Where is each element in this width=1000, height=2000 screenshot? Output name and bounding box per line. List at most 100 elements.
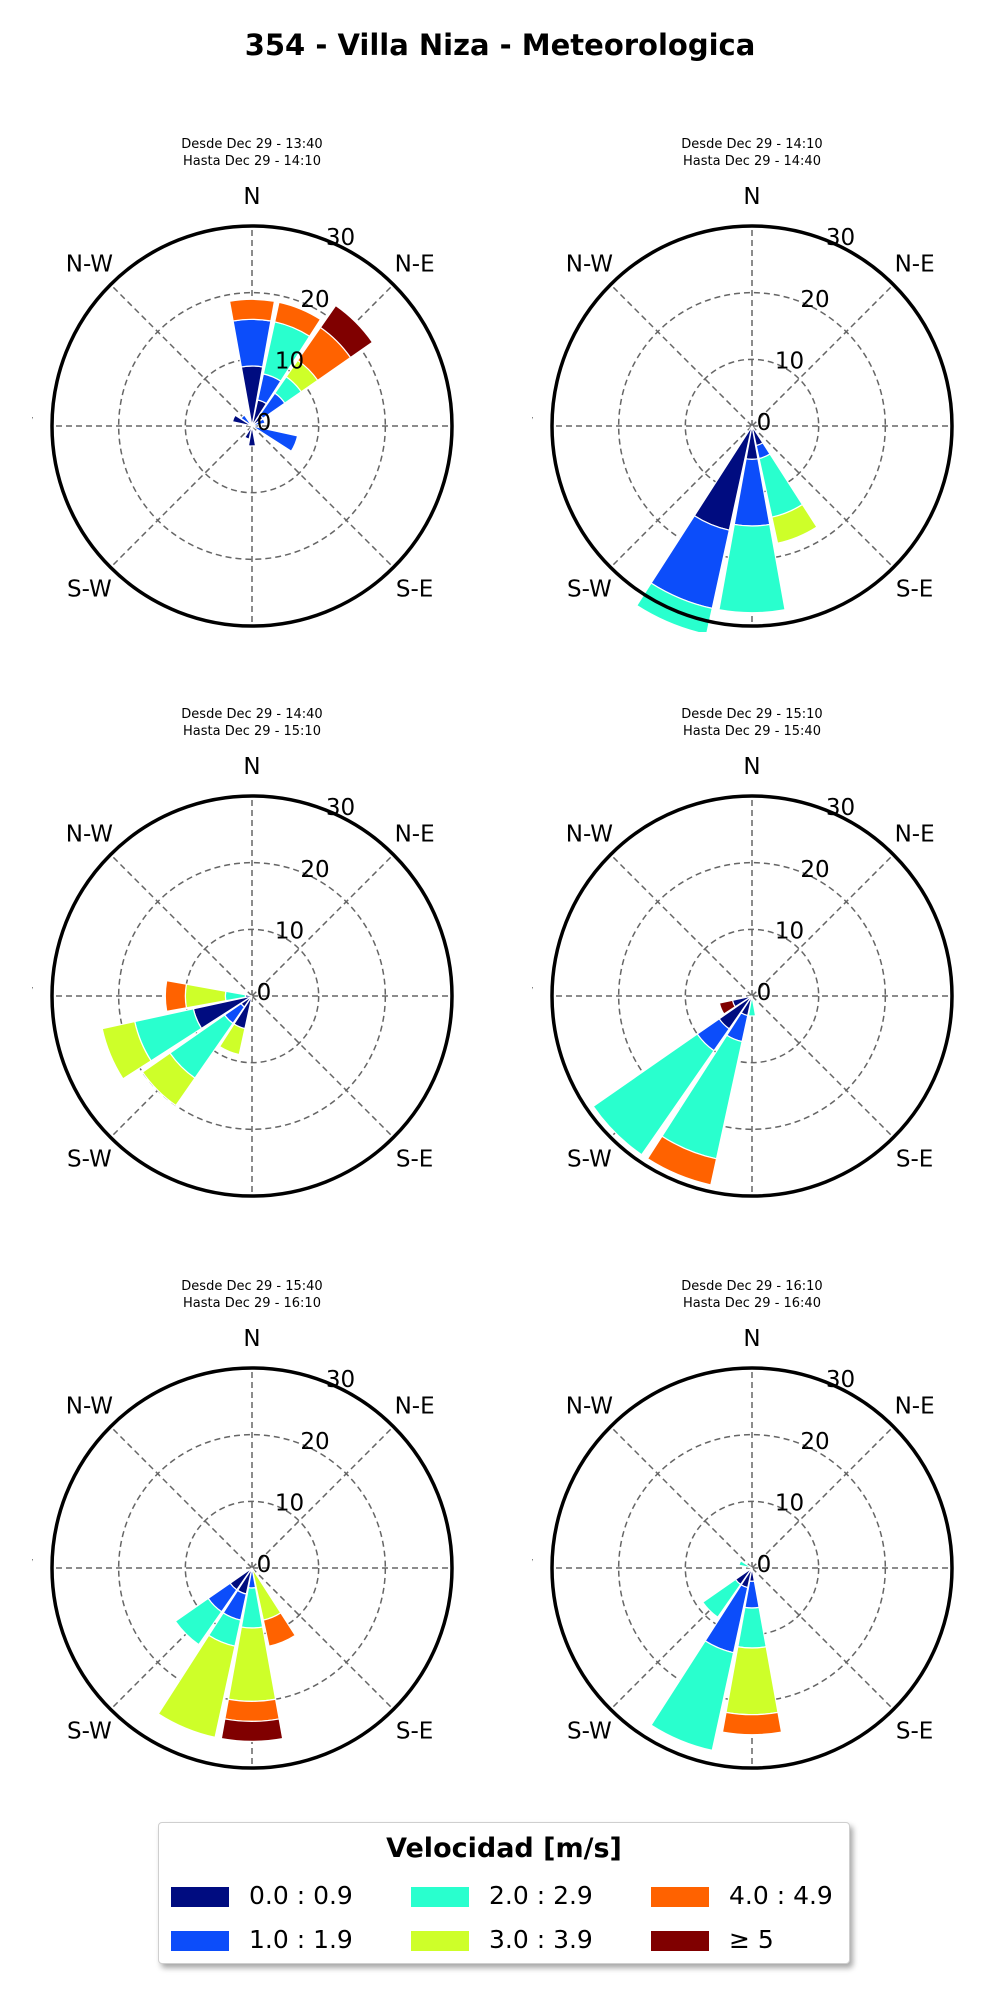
panel-title-from: Desde Dec 29 - 16:10 (681, 1279, 823, 1294)
rose-bar (262, 1612, 297, 1647)
rose-bar (174, 1597, 223, 1646)
page-title: 354 - Villa Niza - Meteorologica (244, 28, 756, 62)
outer-circle (50, 224, 454, 628)
direction-label: S-W (67, 1719, 112, 1745)
windrose-panel-1: Desde Dec 29 - 13:40 Hasta Dec 29 - 14:1… (32, 136, 472, 656)
grid-spoke (751, 284, 894, 427)
grid-spoke (751, 995, 894, 1138)
grid-spoke (610, 854, 753, 997)
radial-tick-label: 0 (757, 410, 772, 436)
panel-title-from: Desde Dec 29 - 13:40 (181, 137, 323, 152)
radial-tick-label: 30 (326, 225, 355, 251)
grid-spoke (110, 1426, 253, 1569)
direction-label: W (532, 414, 533, 440)
direction-label: N (243, 184, 260, 210)
legend-swatch (651, 1931, 709, 1951)
windrose-panel-6: Desde Dec 29 - 16:10 Hasta Dec 29 - 16:4… (532, 1278, 972, 1798)
panel-title: Desde Dec 29 - 16:10 Hasta Dec 29 - 16:4… (532, 1278, 972, 1312)
legend-swatch (411, 1887, 469, 1907)
panel-title: Desde Dec 29 - 15:40 Hasta Dec 29 - 16:1… (32, 1278, 472, 1312)
panel-title-to: Hasta Dec 29 - 16:10 (183, 1296, 321, 1311)
outer-circle (550, 224, 954, 628)
legend: Velocidad [m/s] 0.0 : 0.9 1.0 : 1.9 2.0 … (158, 1822, 850, 1964)
grid-spoke (610, 1426, 753, 1569)
direction-label: N-E (895, 1393, 935, 1419)
direction-label: W (532, 984, 533, 1010)
legend-swatch (651, 1887, 709, 1907)
rose-bar (251, 417, 266, 427)
panel-title-from: Desde Dec 29 - 14:10 (681, 137, 823, 152)
direction-label: N (743, 1326, 760, 1352)
legend-label: 4.0 : 4.9 (729, 1881, 833, 1910)
rose-bar (243, 425, 253, 440)
direction-label: N-W (66, 1393, 113, 1419)
panel-title: Desde Dec 29 - 14:40 Hasta Dec 29 - 15:1… (32, 706, 472, 740)
grid-spoke (110, 284, 253, 427)
grid-spoke (251, 425, 394, 568)
panel-title-to: Hasta Dec 29 - 15:40 (683, 724, 821, 739)
grid-spoke (251, 1567, 394, 1710)
direction-label: S-W (567, 577, 612, 603)
grid-spoke (751, 1426, 894, 1569)
panel-title-from: Desde Dec 29 - 15:10 (681, 707, 823, 722)
rose-bar (319, 304, 374, 359)
rose-bar (721, 1711, 783, 1736)
panel-title: Desde Dec 29 - 14:10 Hasta Dec 29 - 14:4… (532, 136, 972, 170)
direction-label: N-E (895, 821, 935, 847)
rose-bar (738, 1559, 753, 1569)
direction-label: S-E (396, 1147, 433, 1173)
radial-tick-label: 20 (800, 857, 829, 883)
radial-tick-label: 0 (257, 1552, 272, 1578)
direction-label: N (243, 1326, 260, 1352)
grid-spoke (610, 425, 753, 568)
rose-bar (218, 1023, 246, 1056)
rose-bar (141, 1052, 196, 1107)
direction-label: N-W (566, 1393, 613, 1419)
panel-title-to: Hasta Dec 29 - 16:40 (683, 1296, 821, 1311)
panel-title-to: Hasta Dec 29 - 15:10 (183, 724, 321, 739)
rose-bar (274, 301, 322, 338)
legend-title: Velocidad [m/s] (386, 1833, 622, 1864)
direction-label: S-E (896, 577, 933, 603)
grid-spoke (751, 1567, 894, 1710)
radial-tick-label: 0 (757, 980, 772, 1006)
rose-bar (220, 1718, 284, 1742)
legend-swatch (411, 1931, 469, 1951)
rose-bar (232, 318, 272, 368)
direction-label: N (243, 754, 260, 780)
direction-label: S-W (567, 1719, 612, 1745)
rose-bar (701, 1578, 742, 1619)
direction-label: W (32, 984, 33, 1010)
grid-circle (184, 928, 320, 1064)
radial-tick-label: 20 (300, 1429, 329, 1455)
rose-bar (101, 1020, 152, 1080)
radial-tick-label: 10 (275, 348, 304, 374)
radial-tick-label: 10 (775, 348, 804, 374)
direction-label: N-W (566, 821, 613, 847)
windrose-panel-2: Desde Dec 29 - 14:10 Hasta Dec 29 - 14:4… (532, 136, 972, 656)
radial-tick-label: 20 (300, 287, 329, 313)
rose-bar (650, 1640, 735, 1752)
rose-bar (718, 523, 786, 614)
radial-tick-label: 30 (326, 1367, 355, 1393)
legend-label: 1.0 : 1.9 (249, 1925, 353, 1954)
direction-label: N-E (395, 251, 435, 277)
outer-circle (550, 1366, 954, 1770)
rose-bar (771, 503, 818, 544)
rose-bar (164, 979, 188, 1013)
windrose-panel-3: Desde Dec 29 - 14:40 Hasta Dec 29 - 15:1… (32, 706, 472, 1226)
radial-tick-label: 20 (800, 1429, 829, 1455)
direction-label: S-E (396, 1719, 433, 1745)
direction-label: W (32, 414, 33, 440)
rose-bar (224, 1698, 280, 1722)
outer-circle (550, 794, 954, 1198)
rose-bar (157, 1634, 236, 1739)
grid-spoke (251, 854, 394, 997)
legend-label: 2.0 : 2.9 (489, 1881, 593, 1910)
rose-bar (592, 1033, 715, 1156)
rose-bar (718, 999, 736, 1015)
windrose-panel-5: Desde Dec 29 - 15:40 Hasta Dec 29 - 16:1… (32, 1278, 472, 1798)
